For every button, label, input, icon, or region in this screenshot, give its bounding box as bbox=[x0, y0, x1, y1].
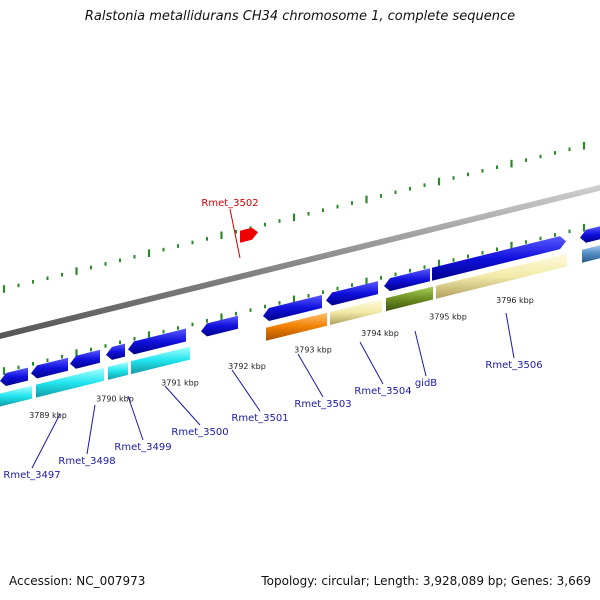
label-pointer bbox=[164, 385, 201, 426]
upper-tick-track bbox=[2, 141, 586, 293]
label-pointer bbox=[231, 369, 261, 412]
kbp-label: 3795 kbp bbox=[429, 312, 467, 321]
lower-tick-track bbox=[2, 223, 586, 375]
cds-gidb[interactable] bbox=[386, 286, 433, 312]
gene-label[interactable]: Rmet_3498 bbox=[58, 456, 115, 467]
gene-label[interactable]: gidB bbox=[415, 378, 437, 389]
kbp-scale-labels: 3789 kbp 3790 kbp 3791 kbp 3792 kbp 3793 kbp… bbox=[29, 296, 534, 420]
gene-rmet-3506[interactable] bbox=[432, 236, 566, 281]
gene-label[interactable]: Rmet_3499 bbox=[114, 442, 171, 453]
gene-rmet-3504[interactable] bbox=[326, 281, 378, 306]
cds-rmet-3498[interactable] bbox=[36, 367, 104, 398]
gene-rmet-3502[interactable] bbox=[240, 227, 258, 243]
cds-rmet-3500[interactable] bbox=[131, 346, 190, 375]
cds-rmet-3497[interactable] bbox=[0, 385, 32, 407]
gene-rmet-3498[interactable] bbox=[70, 349, 100, 369]
label-pointer-lines bbox=[31, 208, 515, 469]
gene-label[interactable]: Rmet_3497 bbox=[3, 470, 60, 481]
cds-rmet-3499[interactable] bbox=[108, 361, 128, 380]
gene-label[interactable]: Rmet_3506 bbox=[485, 360, 542, 371]
label-pointer bbox=[414, 330, 427, 377]
gene-rmet-3500[interactable] bbox=[128, 328, 186, 355]
backbone-line bbox=[0, 184, 600, 339]
kbp-label: 3794 kbp bbox=[361, 329, 399, 338]
gene-rmet-3501[interactable] bbox=[201, 315, 238, 337]
label-pointer bbox=[297, 353, 324, 398]
gene-label[interactable]: Rmet_3500 bbox=[171, 427, 228, 438]
gene-features[interactable] bbox=[0, 226, 600, 407]
kbp-label: 3792 kbp bbox=[228, 362, 266, 371]
kbp-label: 3790 kbp bbox=[96, 395, 134, 404]
map-title: Ralstonia metallidurans CH34 chromosome … bbox=[84, 9, 516, 24]
gene-label[interactable]: Rmet_3503 bbox=[294, 399, 351, 410]
kbp-label: 3789 kbp bbox=[29, 411, 67, 420]
label-pointer bbox=[127, 395, 144, 441]
gene-label[interactable]: Rmet_3501 bbox=[231, 413, 288, 424]
cds-rmet-3503[interactable] bbox=[266, 312, 327, 341]
gene-label[interactable]: Rmet_3502 bbox=[201, 198, 258, 209]
gene-rmet-3496[interactable] bbox=[0, 367, 28, 387]
kbp-label: 3791 kbp bbox=[161, 379, 199, 388]
cds-rmet-3506[interactable] bbox=[436, 253, 567, 299]
label-pointer bbox=[31, 413, 61, 469]
cds-rmet-3507[interactable] bbox=[582, 245, 600, 263]
label-pointer bbox=[86, 404, 96, 455]
kbp-label: 3793 kbp bbox=[294, 346, 332, 355]
accession-text: Accession: NC_007973 bbox=[9, 574, 146, 588]
chromosome-backbone bbox=[0, 184, 600, 339]
gene-gidb[interactable] bbox=[384, 268, 430, 292]
kbp-label: 3796 kbp bbox=[496, 296, 534, 305]
gene-rmet-3507[interactable] bbox=[580, 226, 600, 243]
gene-rmet-3497[interactable] bbox=[31, 357, 68, 379]
cds-rmet-3504[interactable] bbox=[330, 299, 382, 325]
label-pointer bbox=[359, 341, 384, 385]
gene-label[interactable]: Rmet_3504 bbox=[354, 386, 411, 397]
gene-rmet-3499[interactable] bbox=[106, 343, 125, 360]
label-pointer bbox=[505, 312, 515, 359]
label-pointer bbox=[229, 208, 241, 259]
gene-rmet-3503[interactable] bbox=[263, 294, 322, 322]
gene-labels[interactable]: Rmet_3497Rmet_3498Rmet_3499Rmet_3500Rmet… bbox=[3, 198, 542, 481]
sequence-summary: Topology: circular; Length: 3,928,089 bp… bbox=[261, 574, 591, 588]
